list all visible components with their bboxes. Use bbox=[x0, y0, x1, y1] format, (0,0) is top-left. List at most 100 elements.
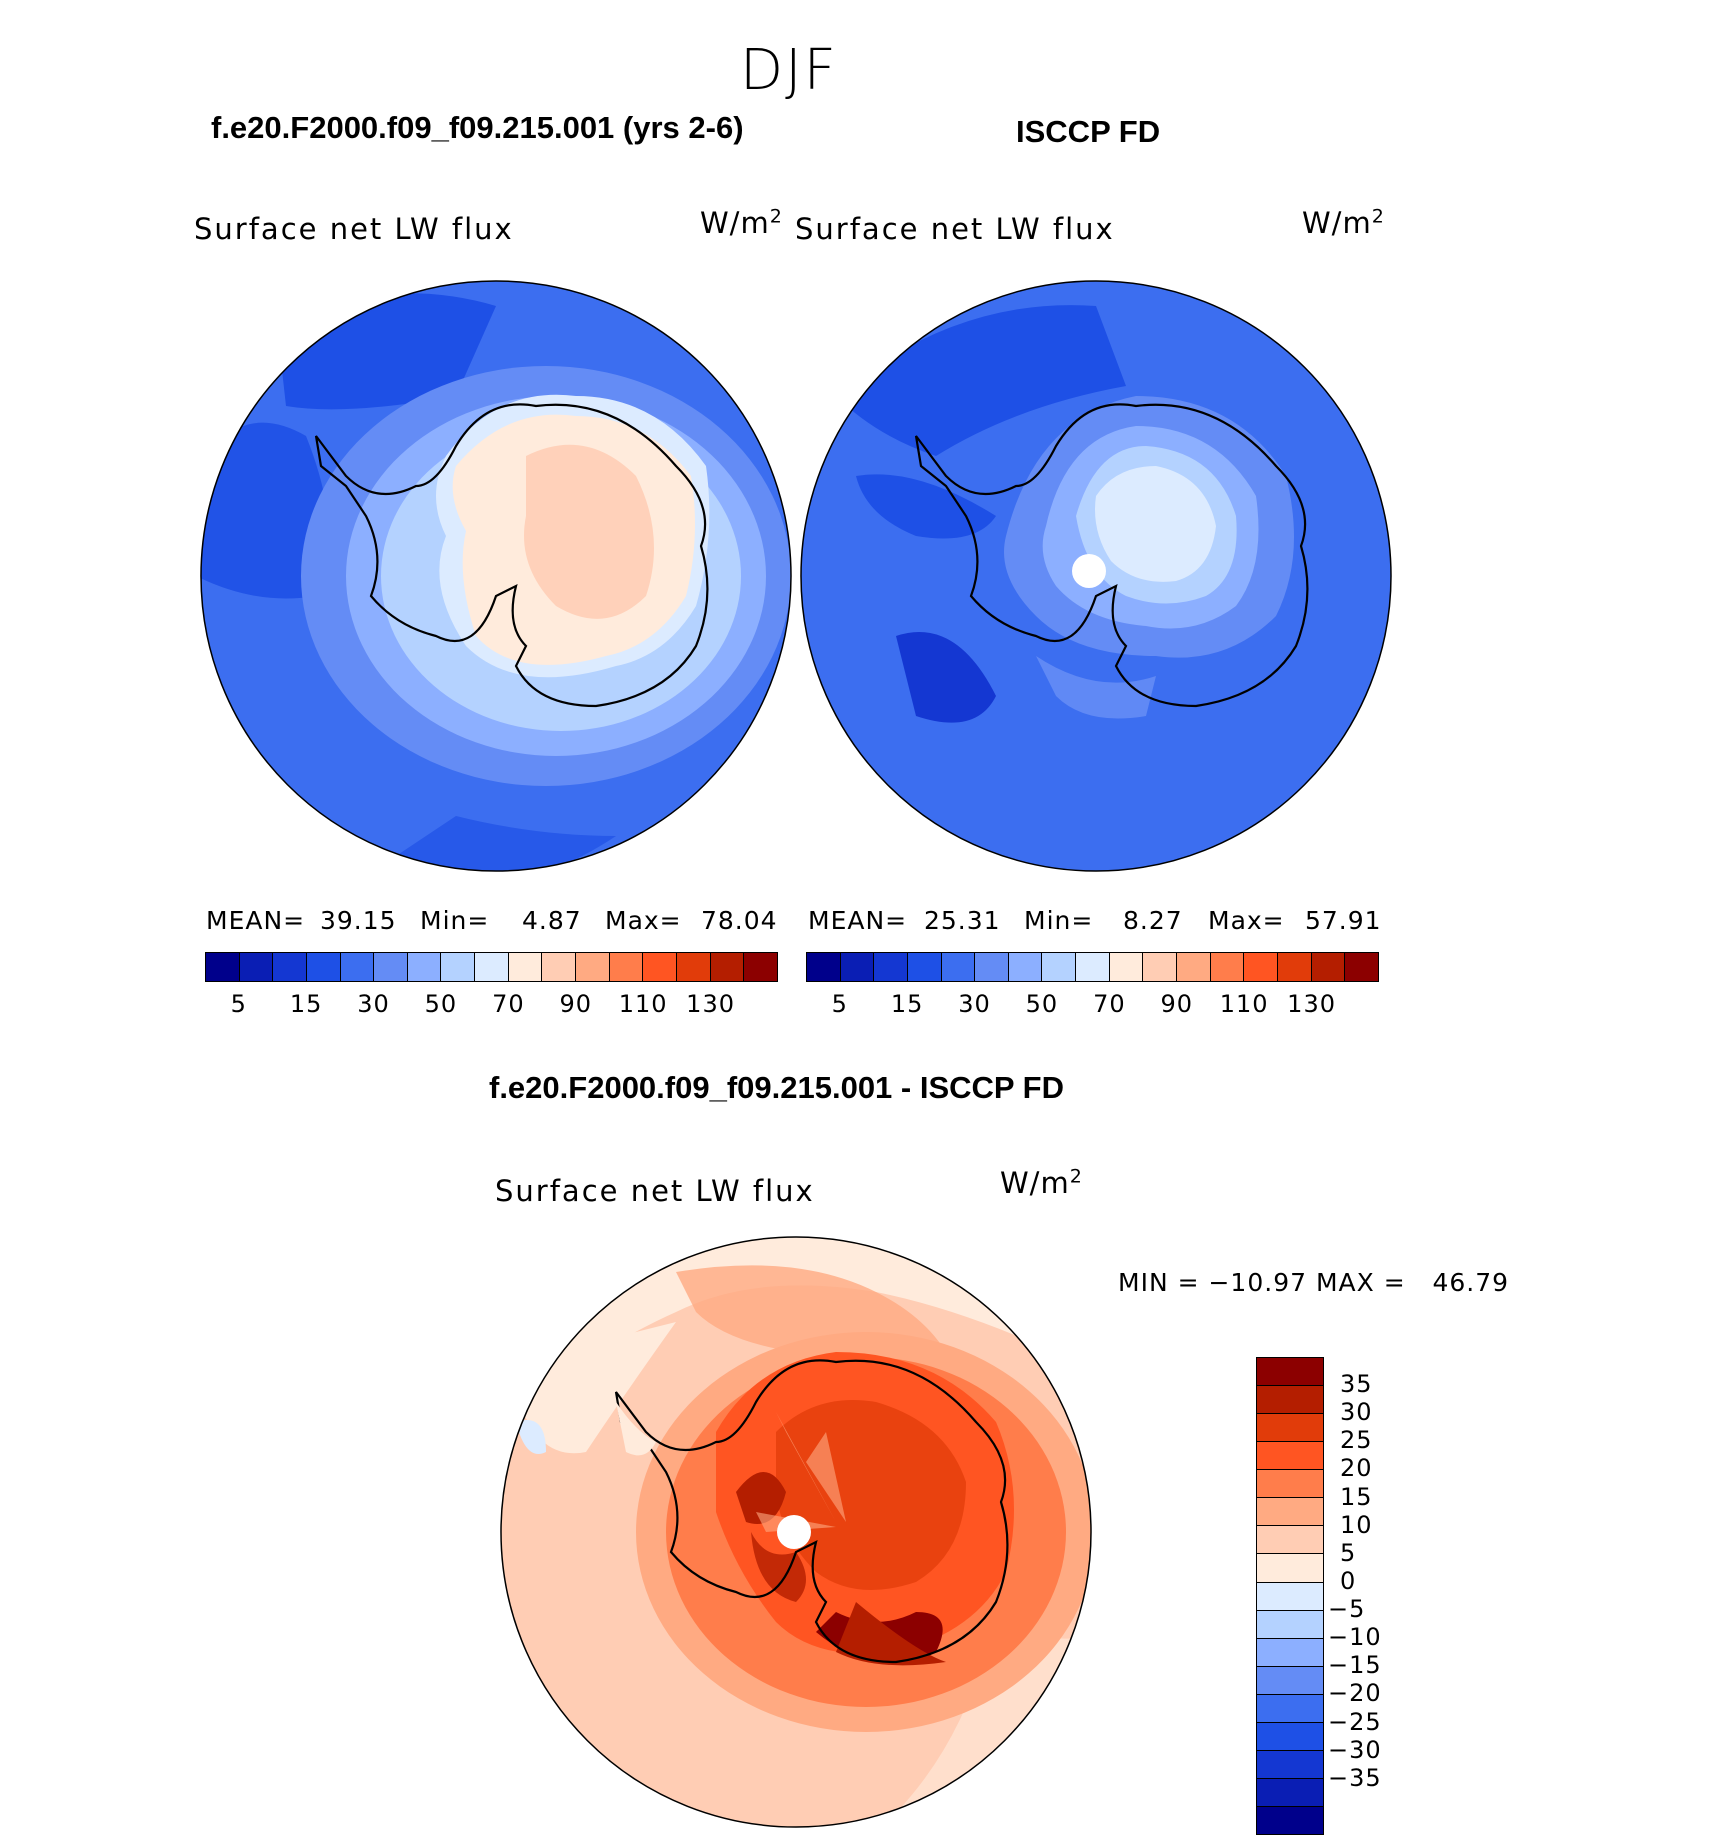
colorbar-tick-label: 20 bbox=[1340, 1454, 1373, 1483]
colorbar-tick-label: −10 bbox=[1328, 1623, 1382, 1652]
colorbar-swatch bbox=[1257, 1610, 1323, 1639]
colorbar-tick-label: 90 bbox=[1160, 990, 1194, 1018]
colorbar-swatch bbox=[1257, 1582, 1323, 1611]
colorbar-swatch bbox=[1311, 953, 1346, 981]
panel1-variable-label: Surface net LW flux bbox=[194, 212, 514, 246]
colorbar-swatch bbox=[475, 953, 509, 981]
colorbar-swatch bbox=[1257, 1386, 1323, 1415]
colorbar-swatch bbox=[1244, 953, 1278, 981]
colorbar-swatch bbox=[273, 953, 307, 981]
colorbar-swatch bbox=[407, 953, 442, 981]
colorbar-swatch bbox=[1257, 1807, 1323, 1835]
colorbar-swatch bbox=[306, 953, 341, 981]
panel2-max-label: Max= bbox=[1208, 906, 1285, 935]
colorbar-swatch bbox=[1257, 1750, 1323, 1779]
panel2-min-label: Min= bbox=[1024, 906, 1094, 935]
panel2-polar-map bbox=[800, 280, 1392, 872]
colorbar-swatch bbox=[1076, 953, 1110, 981]
colorbar-tick-label: 15 bbox=[890, 990, 924, 1018]
panel2-colorbar bbox=[806, 952, 1379, 982]
colorbar-tick-label: 110 bbox=[1219, 990, 1269, 1018]
colorbar-tick-label: 70 bbox=[492, 990, 525, 1018]
colorbar-swatch bbox=[744, 953, 777, 981]
colorbar-tick-label: 5 bbox=[831, 990, 848, 1018]
panel1-max-value: 78.04 bbox=[701, 906, 778, 935]
colorbar-swatch bbox=[643, 953, 677, 981]
panel1-case-title: f.e20.F2000.f09_f09.215.001 (yrs 2-6) bbox=[211, 110, 744, 145]
colorbar-tick-label: 130 bbox=[1287, 990, 1336, 1018]
panel3-min-max-text: MIN = −10.97 MAX = 46.79 bbox=[1118, 1268, 1510, 1297]
colorbar-swatch bbox=[441, 953, 476, 981]
colorbar-tick-label: 70 bbox=[1093, 990, 1126, 1018]
panel2-variable-label: Surface net LW flux bbox=[795, 212, 1115, 246]
colorbar-tick-label: 110 bbox=[618, 990, 668, 1018]
colorbar-swatch bbox=[1257, 1442, 1323, 1471]
colorbar-swatch bbox=[1257, 1638, 1323, 1667]
colorbar-tick-label: 30 bbox=[1340, 1398, 1373, 1427]
panel1-min-value: 4.87 bbox=[522, 906, 582, 935]
colorbar-tick-label: 130 bbox=[686, 990, 735, 1018]
colorbar-swatch bbox=[907, 953, 942, 981]
colorbar-tick-label: 15 bbox=[1340, 1482, 1373, 1511]
panel3-variable-label: Surface net LW flux bbox=[495, 1174, 815, 1208]
colorbar-swatch bbox=[1257, 1526, 1323, 1555]
panel3-case-title: f.e20.F2000.f09_f09.215.001 - ISCCP FD bbox=[489, 1070, 1064, 1105]
colorbar-swatch bbox=[1257, 1470, 1323, 1499]
colorbar-swatch bbox=[1257, 1778, 1323, 1807]
panel2-case-title: ISCCP FD bbox=[1016, 114, 1161, 149]
colorbar-swatch bbox=[1210, 953, 1245, 981]
panel1-max-label: Max= bbox=[605, 906, 682, 935]
colorbar-swatch bbox=[1257, 1694, 1323, 1723]
colorbar-tick-label: −30 bbox=[1328, 1735, 1382, 1764]
panel2-mean-label: MEAN= bbox=[808, 906, 908, 935]
colorbar-tick-label: −5 bbox=[1328, 1595, 1366, 1624]
colorbar-tick-label: 15 bbox=[289, 990, 323, 1018]
colorbar-swatch bbox=[1008, 953, 1043, 981]
colorbar-swatch bbox=[609, 953, 644, 981]
colorbar-swatch bbox=[340, 953, 375, 981]
colorbar-swatch bbox=[1177, 953, 1211, 981]
colorbar-swatch bbox=[975, 953, 1009, 981]
colorbar-swatch bbox=[676, 953, 711, 981]
panel2-units: W/m2 bbox=[1302, 205, 1385, 240]
colorbar-tick-label: 30 bbox=[357, 990, 390, 1018]
colorbar-tick-label: −25 bbox=[1328, 1707, 1382, 1736]
colorbar-swatch bbox=[206, 953, 240, 981]
figure-title: DJF bbox=[740, 38, 838, 103]
panel1-polar-map bbox=[200, 280, 792, 872]
colorbar-swatch bbox=[840, 953, 875, 981]
panel2-min-value: 8.27 bbox=[1123, 906, 1183, 935]
colorbar-swatch bbox=[374, 953, 408, 981]
colorbar-swatch bbox=[874, 953, 908, 981]
colorbar-tick-label: 35 bbox=[1340, 1370, 1373, 1399]
colorbar-swatch bbox=[941, 953, 976, 981]
colorbar-swatch bbox=[1257, 1358, 1323, 1387]
panel1-min-label: Min= bbox=[420, 906, 490, 935]
colorbar-tick-label: 50 bbox=[1025, 990, 1059, 1018]
colorbar-tick-label: 30 bbox=[958, 990, 991, 1018]
colorbar-tick-label: −20 bbox=[1328, 1679, 1382, 1708]
colorbar-swatch bbox=[807, 953, 841, 981]
colorbar-swatch bbox=[542, 953, 577, 981]
panel1-mean-value: 39.15 bbox=[320, 906, 397, 935]
colorbar-swatch bbox=[1257, 1498, 1323, 1527]
panel2-mean-value: 25.31 bbox=[924, 906, 1001, 935]
colorbar-tick-label: 5 bbox=[230, 990, 247, 1018]
panel1-mean-label: MEAN= bbox=[206, 906, 306, 935]
panel2-max-value: 57.91 bbox=[1305, 906, 1382, 935]
colorbar-tick-label: 10 bbox=[1340, 1510, 1373, 1539]
colorbar-swatch bbox=[1042, 953, 1077, 981]
panel3-difference-map bbox=[500, 1236, 1092, 1828]
colorbar-swatch bbox=[1143, 953, 1178, 981]
colorbar-swatch bbox=[1109, 953, 1144, 981]
colorbar-swatch bbox=[1257, 1666, 1323, 1695]
colorbar-swatch bbox=[1257, 1722, 1323, 1751]
panel1-units: W/m2 bbox=[700, 205, 783, 240]
colorbar-tick-label: 90 bbox=[559, 990, 593, 1018]
colorbar-swatch bbox=[239, 953, 274, 981]
colorbar-swatch bbox=[1345, 953, 1378, 981]
colorbar-tick-label: 50 bbox=[424, 990, 458, 1018]
panel3-colorbar bbox=[1256, 1357, 1324, 1835]
panel3-units: W/m2 bbox=[1000, 1165, 1083, 1200]
colorbar-swatch bbox=[1257, 1554, 1323, 1583]
